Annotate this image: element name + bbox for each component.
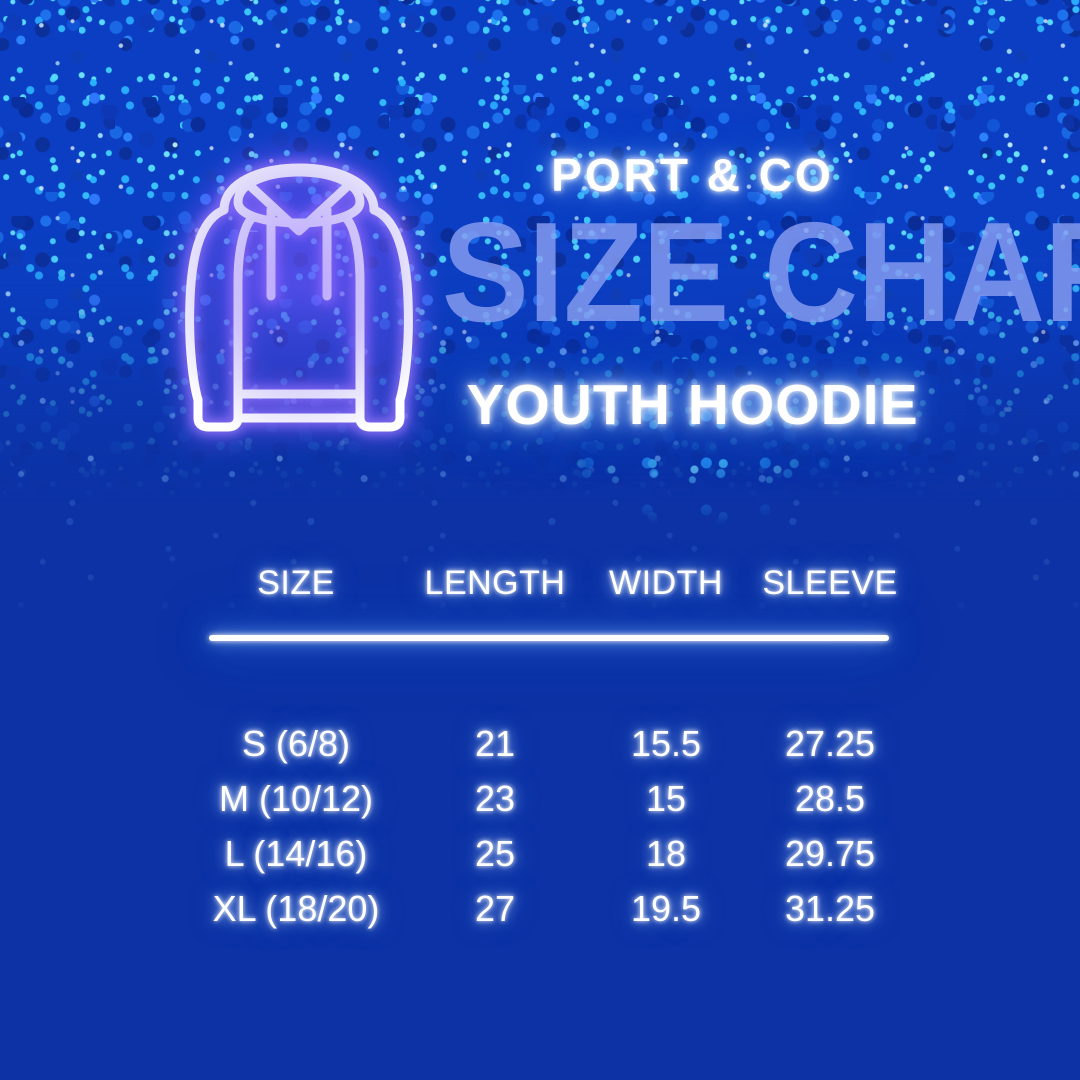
cell-width: 18 [645, 832, 687, 874]
cell-size: XL (18/20) [212, 887, 380, 929]
column-header-length: LENGTH [424, 563, 566, 602]
table-header-row: SIZE LENGTH WIDTH SLEEVE [186, 560, 912, 606]
cell-width: 19.5 [630, 887, 702, 929]
cell-length: 21 [474, 722, 516, 764]
cell-sleeve: 29.75 [784, 832, 876, 874]
table-row: M (10/12) 23 15 28.5 [186, 771, 912, 826]
header-divider-cell [186, 606, 912, 661]
column-header-width: WIDTH [609, 563, 723, 602]
cell-size: L (14/16) [224, 832, 368, 874]
hoodie-icon [126, 86, 472, 478]
table-spacer-cell [186, 661, 912, 716]
brand-name: PORT & CO [551, 149, 834, 201]
cell-length: 27 [474, 887, 516, 929]
size-table: SIZE LENGTH WIDTH SLEEVE S (6/8) 21 [186, 560, 912, 936]
cell-size: S (6/8) [241, 722, 351, 764]
cell-length: 23 [474, 777, 516, 819]
page-subtitle: YOUTH HOODIE [466, 373, 919, 437]
column-header-sleeve: SLEEVE [762, 563, 898, 602]
cell-sleeve: 31.25 [784, 887, 876, 929]
page-title: SIZE CHART [441, 193, 1080, 352]
table-row: S (6/8) 21 15.5 27.25 [186, 716, 912, 771]
header-divider-line [209, 634, 889, 641]
cell-size: M (10/12) [218, 777, 374, 819]
table-row: L (14/16) 25 18 29.75 [186, 826, 912, 881]
title-block: PORT & CO SIZE CHART YOUTH HOODIE [420, 140, 1080, 450]
cell-width: 15 [645, 777, 687, 819]
cell-length: 25 [474, 832, 516, 874]
table-spacer-row [186, 661, 912, 716]
column-header-size: SIZE [257, 563, 335, 602]
table-row: XL (18/20) 27 19.5 31.25 [186, 881, 912, 936]
size-table-container: SIZE LENGTH WIDTH SLEEVE S (6/8) 21 [186, 560, 912, 936]
cell-sleeve: 28.5 [794, 777, 866, 819]
header-divider-row [186, 606, 912, 661]
cell-sleeve: 27.25 [784, 722, 876, 764]
cell-width: 15.5 [630, 722, 702, 764]
